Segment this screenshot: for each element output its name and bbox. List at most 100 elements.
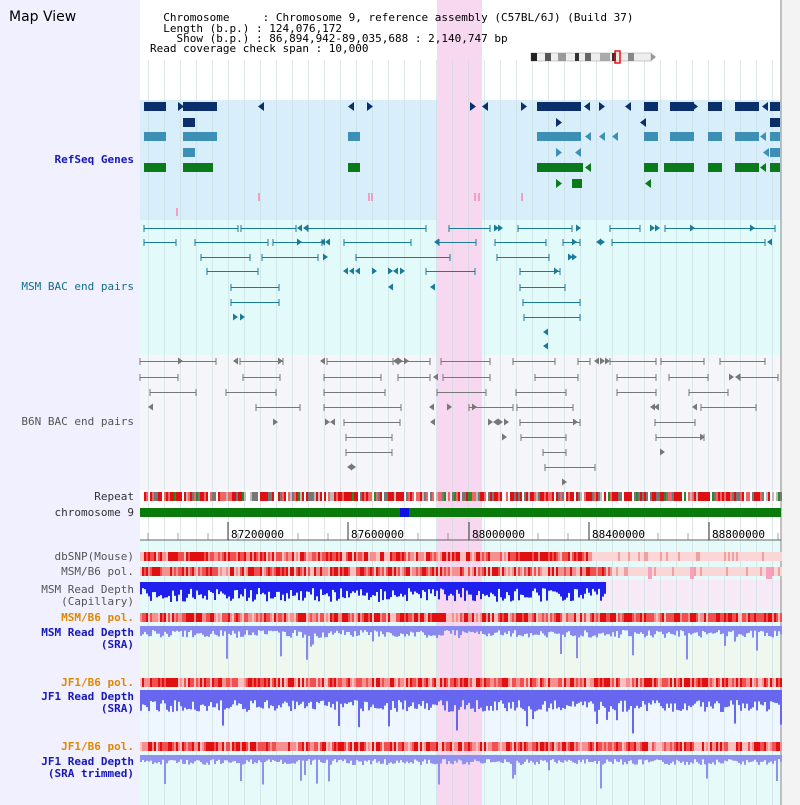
- dbsnp-density: [638, 552, 640, 561]
- msm-b6-polymorphism-density-2: [196, 613, 198, 622]
- dbsnp-density: [508, 552, 510, 561]
- track-label-jf1-b6-pol-2[interactable]: JF1/B6 pol.: [61, 740, 134, 753]
- msm-b6-polymorphism-density: [220, 567, 222, 576]
- msm-capillary-depth-bar: [284, 582, 286, 602]
- track-label-jf1-depth-trimmed[interactable]: JF1 Read Depth: [41, 755, 134, 768]
- msm-b6-polymorphism-density: [776, 567, 778, 576]
- jf1-b6-polymorphism-density-2: [336, 742, 338, 751]
- jf1-trimmed-depth-bar: [628, 755, 630, 761]
- jf1-b6-polymorphism-density: [576, 678, 578, 687]
- msm-b6-polymorphism-density: [510, 567, 512, 576]
- repeat-element: [712, 492, 714, 501]
- msm-capillary-depth-bar: [214, 582, 216, 601]
- axis-tick-label: 87200000: [231, 528, 284, 541]
- msm-b6-polymorphism-density: [668, 567, 670, 576]
- track-label-msm-depth-sra[interactable]: MSM Read Depth: [41, 626, 134, 639]
- msm-b6-polymorphism-density: [242, 567, 244, 576]
- msm-b6-polymorphism-density: [176, 567, 178, 576]
- msm-capillary-depth-bar: [394, 582, 396, 596]
- msm-capillary-depth-bar: [186, 582, 188, 598]
- jf1-sra-depth-bar: [758, 690, 760, 702]
- msm-b6-polymorphism-density-2: [616, 613, 618, 622]
- jf1-trimmed-depth-bar: [538, 755, 540, 765]
- jf1-trimmed-depth-bar: [174, 755, 176, 761]
- msm-capillary-depth-bar: [238, 582, 240, 599]
- track-label-b6n-bac[interactable]: B6N BAC end pairs: [21, 415, 134, 428]
- msm-b6-polymorphism-density-2: [580, 613, 582, 622]
- msm-capillary-depth-bar: [240, 582, 242, 595]
- jf1-b6-polymorphism-density: [196, 678, 198, 687]
- track-label-msm-bac[interactable]: MSM BAC end pairs: [21, 280, 134, 293]
- jf1-sra-depth-bar: [394, 690, 396, 709]
- repeat-element: [532, 492, 534, 501]
- msm-sra-depth-bar: [680, 626, 682, 631]
- jf1-b6-polymorphism-density-2: [432, 742, 434, 751]
- jf1-trimmed-depth-bar: [298, 755, 300, 760]
- msm-b6-polymorphism-density: [758, 567, 760, 576]
- msm-b6-polymorphism-density-2: [482, 613, 484, 622]
- jf1-b6-polymorphism-density-2: [386, 742, 388, 751]
- repeat-element: [198, 492, 200, 501]
- msm-b6-polymorphism-density-2: [330, 613, 332, 622]
- msm-b6-polymorphism-density: [676, 567, 678, 576]
- msm-b6-polymorphism-density-2: [410, 613, 412, 622]
- msm-sra-depth-bar: [566, 626, 568, 633]
- track-label-msm-b6-pol[interactable]: MSM/B6 pol.: [61, 565, 134, 578]
- track-label-dbsnp[interactable]: dbSNP(Mouse): [54, 550, 134, 563]
- jf1-trimmed-depth-bar: [710, 755, 712, 764]
- msm-sra-depth-bar: [750, 626, 752, 631]
- jf1-sra-depth-bar: [290, 690, 292, 712]
- repeat-element: [416, 492, 418, 501]
- jf1-b6-polymorphism-density: [496, 678, 498, 687]
- msm-b6-polymorphism-density: [332, 567, 334, 576]
- dbsnp-density: [186, 552, 188, 561]
- dbsnp-density: [750, 552, 752, 561]
- msm-capillary-depth-bar: [464, 582, 466, 601]
- msm-capillary-depth-bar: [366, 582, 368, 593]
- dbsnp-density: [366, 552, 368, 561]
- repeat-element: [610, 492, 612, 501]
- jf1-b6-polymorphism-density-2: [590, 742, 592, 751]
- msm-b6-polymorphism-density: [590, 567, 592, 576]
- dbsnp-density: [298, 552, 300, 561]
- msm-sra-depth-bar: [626, 626, 628, 631]
- msm-sra-depth-bar: [156, 626, 158, 634]
- msm-b6-polymorphism-density-2: [736, 613, 738, 622]
- jf1-trimmed-depth-bar: [620, 755, 622, 760]
- msm-b6-polymorphism-density-2: [638, 613, 640, 622]
- jf1-b6-polymorphism-density-2: [316, 742, 318, 751]
- track-label-jf1-b6-pol[interactable]: JF1/B6 pol.: [61, 676, 134, 689]
- msm-b6-polymorphism-density-2: [400, 613, 402, 622]
- msm-capillary-depth-bar: [530, 582, 532, 598]
- track-label-msm-depth-capillary[interactable]: MSM Read Depth: [41, 583, 134, 596]
- msm-b6-polymorphism-density-2: [404, 613, 406, 622]
- dbsnp-density: [226, 552, 228, 561]
- jf1-b6-polymorphism-density: [712, 678, 714, 687]
- msm-b6-polymorphism-density-2: [224, 613, 226, 622]
- msm-sra-depth-bar: [180, 626, 182, 631]
- jf1-b6-polymorphism-density: [384, 678, 386, 687]
- jf1-b6-polymorphism-density: [422, 678, 424, 687]
- jf1-trimmed-depth-bar: [772, 755, 774, 764]
- track-label-jf1-depth-sra[interactable]: JF1 Read Depth: [41, 690, 134, 703]
- msm-b6-polymorphism-density: [456, 567, 458, 576]
- jf1-b6-polymorphism-density: [554, 678, 556, 687]
- track-label-repeat[interactable]: Repeat: [94, 490, 134, 503]
- track-label-refseq[interactable]: RefSeq Genes: [54, 153, 134, 166]
- dbsnp-density: [350, 552, 352, 561]
- track-label-msm-b6-pol-2[interactable]: MSM/B6 pol.: [61, 611, 134, 624]
- msm-capillary-depth-bar: [444, 582, 446, 595]
- jf1-b6-polymorphism-density: [674, 678, 676, 687]
- track-label-chromosome[interactable]: chromosome 9: [54, 506, 134, 519]
- jf1-sra-depth-bar: [166, 690, 168, 710]
- repeat-element: [498, 492, 500, 501]
- msm-b6-polymorphism-density-2: [526, 613, 528, 622]
- msm-b6-polymorphism-density: [374, 567, 376, 576]
- msm-b6-polymorphism-density: [256, 567, 258, 576]
- msm-b6-polymorphism-density: [664, 567, 666, 576]
- repeat-element: [240, 492, 242, 501]
- jf1-b6-polymorphism-density: [210, 678, 212, 687]
- msm-b6-polymorphism-density-2: [682, 613, 684, 622]
- msm-sra-depth-bar: [692, 626, 694, 634]
